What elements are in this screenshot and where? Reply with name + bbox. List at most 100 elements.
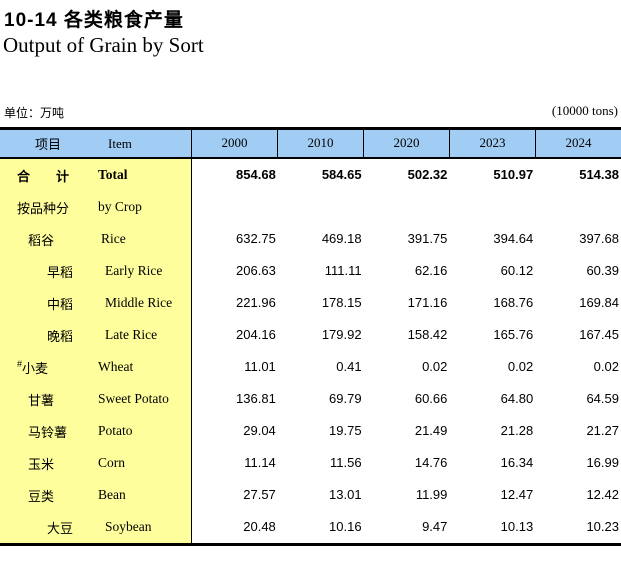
row-label-cell: 甘薯 Sweet Potato xyxy=(0,383,192,415)
value-2023: 168.76 xyxy=(493,295,534,310)
row-label-cn: 豆类 xyxy=(28,488,55,504)
value-2000: 136.81 xyxy=(236,391,276,406)
value-2024: 397.68 xyxy=(579,231,619,246)
table-row-wheat: #小麦 Wheat 11.01 0.41 0.02 0.02 0.02 xyxy=(0,351,621,383)
value-2020: 60.66 xyxy=(414,391,448,406)
value-2024: 64.59 xyxy=(586,391,619,406)
row-label-cn: 合 计 xyxy=(17,168,70,184)
row-label-en: Corn xyxy=(98,455,125,470)
value-2000: 27.57 xyxy=(243,487,276,502)
table-row-middle-rice: 中稻 Middle Rice 221.96 178.15 171.16 168.… xyxy=(0,287,621,319)
value-2010: 584.65 xyxy=(321,167,362,182)
value-2024: 21.27 xyxy=(586,423,619,438)
table-row-total: 合 计 Total 854.68 584.65 502.32 510.97 51… xyxy=(0,159,621,191)
row-label-en: Rice xyxy=(101,231,126,246)
table-row-early-rice: 早稻 Early Rice 206.63 111.11 62.16 60.12 … xyxy=(0,255,621,287)
value-2000: 854.68 xyxy=(236,167,276,182)
row-label-en: Early Rice xyxy=(105,263,163,278)
value-2024: 0.02 xyxy=(593,359,619,374)
row-label-en: Bean xyxy=(98,487,126,502)
row-label-cell: #小麦 Wheat xyxy=(0,351,192,383)
table-row-potato: 马铃薯 Potato 29.04 19.75 21.49 21.28 21.27 xyxy=(0,415,621,447)
table-row-by-crop: 按品种分 by Crop xyxy=(0,191,621,223)
row-label-cell: 按品种分 by Crop xyxy=(0,191,192,223)
table-row-sweet-potato: 甘薯 Sweet Potato 136.81 69.79 60.66 64.80… xyxy=(0,383,621,415)
row-label-cn: 按品种分 xyxy=(17,200,70,216)
row-label-cell: 中稻 Middle Rice xyxy=(0,287,192,319)
value-2000: 11.01 xyxy=(244,359,276,374)
value-2024: 12.42 xyxy=(586,487,619,502)
table-header-row: 项目 Item 2000 2010 2020 2023 2024 xyxy=(0,130,621,159)
table-body: 合 计 Total 854.68 584.65 502.32 510.97 51… xyxy=(0,159,621,543)
value-2023: 12.47 xyxy=(500,487,534,502)
value-2000: 204.16 xyxy=(236,327,276,342)
row-label-cn: #小麦 xyxy=(0,358,96,377)
table-row-late-rice: 晚稻 Late Rice 204.16 179.92 158.42 165.76… xyxy=(0,319,621,351)
row-label-cn: 甘薯 xyxy=(28,392,55,408)
row-label-cell: 大豆 Soybean xyxy=(0,511,192,543)
value-2020: 14.76 xyxy=(414,455,448,470)
value-2010: 178.15 xyxy=(321,295,362,310)
value-2024: 167.45 xyxy=(579,327,619,342)
row-label-cn: 早稻 xyxy=(47,264,74,280)
year-header-2000: 2000 xyxy=(192,130,278,157)
value-2020: 11.99 xyxy=(415,487,448,502)
row-label-cn-text: 小麦 xyxy=(22,360,49,376)
row-label-en: Sweet Potato xyxy=(98,391,169,406)
row-label-en: Wheat xyxy=(98,359,134,374)
value-2024: 10.23 xyxy=(586,519,619,534)
row-label-cell: 合 计 Total xyxy=(0,159,192,191)
row-label-cell: 早稻 Early Rice xyxy=(0,255,192,287)
value-2010: 10.16 xyxy=(329,519,362,534)
value-2023: 10.13 xyxy=(500,519,534,534)
value-2020: 171.16 xyxy=(407,295,448,310)
value-2024: 60.39 xyxy=(586,263,619,278)
table-row-corn: 玉米 Corn 11.14 11.56 14.76 16.34 16.99 xyxy=(0,447,621,479)
value-2010: 179.92 xyxy=(321,327,362,342)
value-2020: 62.16 xyxy=(414,263,448,278)
value-2000: 632.75 xyxy=(236,231,276,246)
table-row-soybean: 大豆 Soybean 20.48 10.16 9.47 10.13 10.23 xyxy=(0,511,621,543)
row-label-cell: 马铃薯 Potato xyxy=(0,415,192,447)
row-label-en: Potato xyxy=(98,423,133,438)
grain-output-table: 项目 Item 2000 2010 2020 2023 2024 合 计 Tot… xyxy=(0,127,621,546)
value-2024: 169.84 xyxy=(579,295,619,310)
row-label-en: Soybean xyxy=(105,519,152,534)
value-2020: 0.02 xyxy=(422,359,448,374)
row-label-cell: 晚稻 Late Rice xyxy=(0,319,192,351)
unit-label-chinese: 单位：万吨 xyxy=(4,106,65,120)
row-label-en: Total xyxy=(98,167,128,182)
value-2010: 11.56 xyxy=(330,455,362,470)
value-2020: 9.47 xyxy=(422,519,448,534)
value-2000: 206.63 xyxy=(236,263,276,278)
row-label-en: by Crop xyxy=(98,199,142,214)
value-2010: 13.01 xyxy=(329,487,362,502)
year-header-2020: 2020 xyxy=(364,130,450,157)
row-label-cn: 中稻 xyxy=(47,296,74,312)
row-label-en: Late Rice xyxy=(105,327,158,342)
value-2023: 0.02 xyxy=(507,359,534,374)
value-2023: 21.28 xyxy=(500,423,534,438)
value-2024: 514.38 xyxy=(579,167,619,182)
value-2023: 64.80 xyxy=(500,391,534,406)
value-2000: 221.96 xyxy=(236,295,276,310)
value-2023: 394.64 xyxy=(493,231,534,246)
row-label-cn: 大豆 xyxy=(47,520,74,536)
value-2010: 0.41 xyxy=(336,359,362,374)
row-label-cn: 晚稻 xyxy=(47,328,74,344)
row-label-cell: 豆类 Bean xyxy=(0,479,192,511)
row-label-cn: 稻谷 xyxy=(28,232,55,248)
value-2010: 69.79 xyxy=(329,391,362,406)
year-header-2010: 2010 xyxy=(278,130,364,157)
item-header-cell: 项目 Item xyxy=(0,130,192,157)
item-header-en: Item xyxy=(108,135,132,151)
year-header-2023: 2023 xyxy=(450,130,536,157)
value-2010: 469.18 xyxy=(321,231,362,246)
value-2023: 16.34 xyxy=(500,455,534,470)
value-2000: 11.14 xyxy=(244,455,276,470)
value-2010: 19.75 xyxy=(329,423,362,438)
value-2000: 29.04 xyxy=(243,423,276,438)
value-2000: 20.48 xyxy=(243,519,276,534)
row-label-cell: 稻谷 Rice xyxy=(0,223,192,255)
value-2023: 510.97 xyxy=(493,167,534,182)
